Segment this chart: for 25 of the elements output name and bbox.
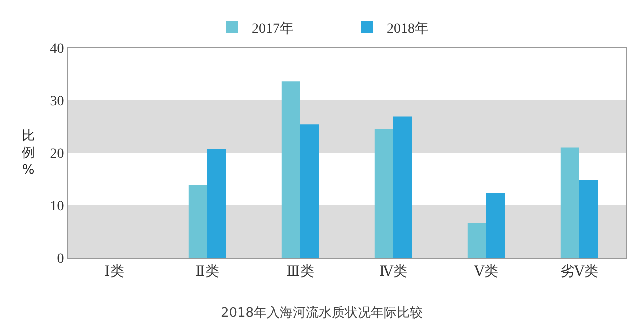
- y-tick-label: 20: [50, 146, 64, 162]
- bar: [188, 186, 208, 258]
- bar: [282, 82, 300, 258]
- legend-label: 2017年: [252, 20, 294, 37]
- x-tick-label: 劣Ⅴ类: [560, 264, 599, 280]
- y-tick-label: 10: [50, 199, 64, 214]
- bar: [580, 180, 598, 258]
- bar: [300, 124, 320, 258]
- y-axis-title: 比例%: [22, 129, 35, 178]
- text: 2018年入海河流水质状况年际比较: [220, 304, 424, 321]
- x-tick-label: Ⅱ类: [196, 264, 220, 280]
- x-tick-label: Ⅲ类: [286, 264, 314, 280]
- bar: [208, 149, 226, 258]
- y-tick-label: 0: [57, 252, 64, 267]
- bar: [560, 148, 580, 258]
- bar: [394, 116, 412, 258]
- y-tick-label: 30: [50, 94, 64, 110]
- x-tick-label: Ⅰ类: [104, 264, 124, 280]
- y-tick-label: 40: [50, 42, 64, 57]
- x-tick-label: Ⅴ类: [473, 264, 499, 280]
- bar: [486, 193, 506, 258]
- bar: [374, 129, 394, 258]
- x-tick-label: Ⅳ类: [380, 264, 408, 280]
- bar: [468, 223, 486, 258]
- legend-label: 2018年: [387, 20, 429, 37]
